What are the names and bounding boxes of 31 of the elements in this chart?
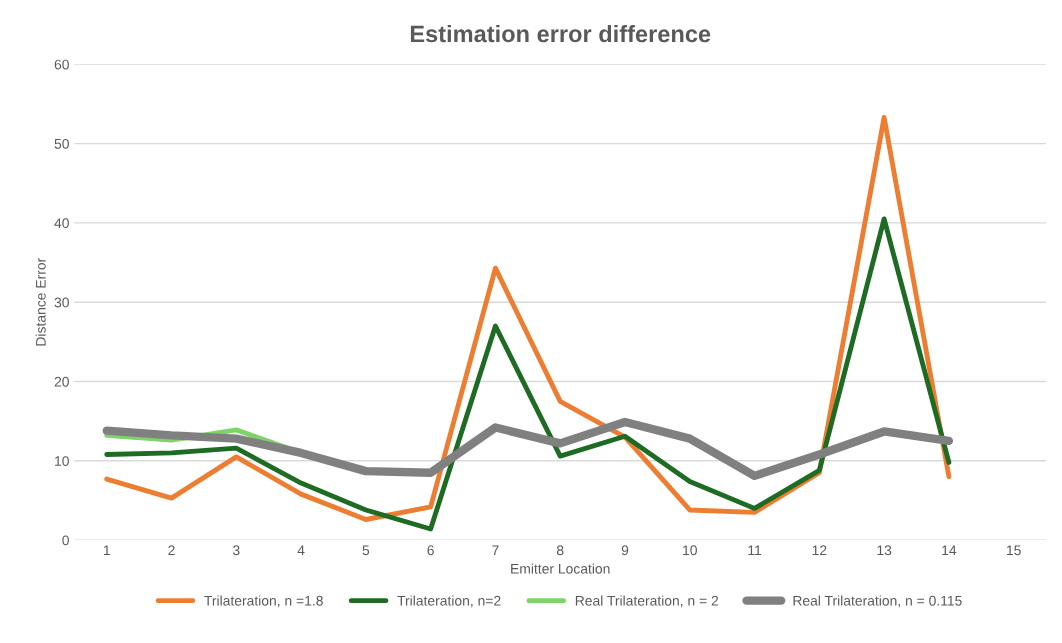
- x-tick-label: 1: [103, 545, 110, 556]
- y-tick-label: 0: [62, 535, 69, 546]
- x-tick-label: 3: [232, 545, 240, 556]
- x-tick-label: 10: [683, 545, 697, 556]
- x-tick-label: 12: [812, 545, 827, 556]
- x-tick-label: 2: [168, 545, 175, 556]
- y-tick-label: 10: [55, 456, 69, 466]
- y-tick-label: 60: [54, 59, 69, 70]
- x-tick-label: 13: [877, 545, 892, 556]
- legend-label: Trilateration, n =1.8: [204, 595, 323, 608]
- x-axis-title: Emitter Location: [511, 563, 610, 574]
- x-tick-label: 8: [556, 545, 564, 556]
- x-tick-label: 9: [621, 545, 629, 556]
- x-tick-label: 15: [1007, 545, 1021, 556]
- x-tick-label: 14: [942, 545, 957, 556]
- x-tick-label: 11: [748, 545, 762, 556]
- y-tick-label: 20: [54, 376, 69, 387]
- x-tick-label: 7: [492, 545, 499, 556]
- legend-label: Real Trilateration, n = 2: [575, 595, 719, 608]
- y-tick-label: 40: [54, 218, 69, 229]
- chart-title: Estimation error difference: [410, 24, 711, 43]
- legend-label: Trilateration, n=2: [397, 595, 501, 608]
- x-tick-label: 4: [297, 545, 305, 556]
- legend-label: Real Trilateration, n = 0.115: [793, 595, 962, 608]
- x-tick-label: 5: [362, 545, 370, 556]
- y-axis-title: Distance Error: [35, 258, 46, 346]
- x-tick-label: 6: [427, 545, 434, 556]
- y-tick-label: 50: [54, 138, 69, 149]
- line-series: [104, 216, 952, 532]
- y-tick-label: 30: [54, 297, 69, 308]
- line-series: [104, 115, 952, 522]
